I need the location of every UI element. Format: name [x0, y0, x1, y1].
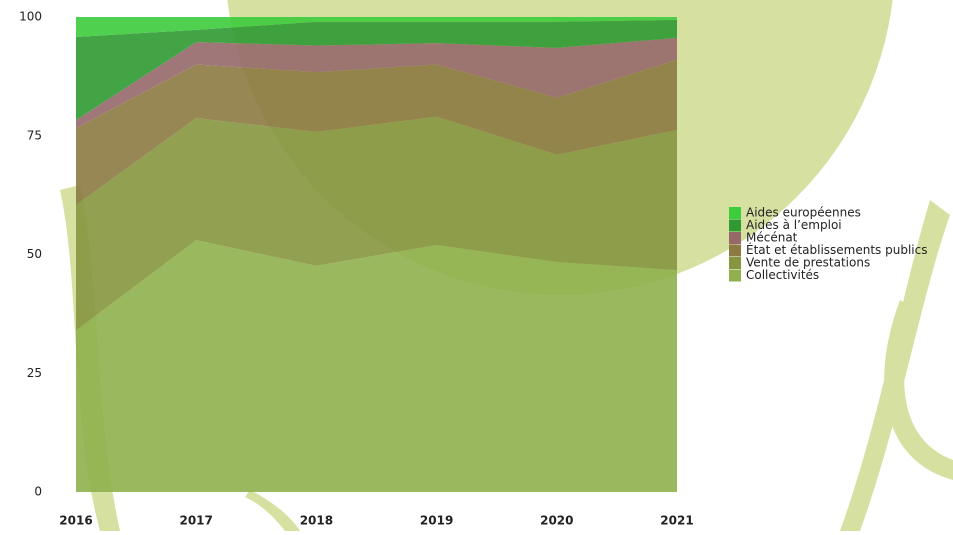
legend-swatch	[729, 244, 741, 257]
legend-swatch	[729, 207, 741, 219]
legend-swatch	[729, 219, 741, 232]
area	[76, 59, 677, 206]
y-tick-label: 25	[27, 366, 42, 380]
y-tick-label: 50	[27, 247, 42, 261]
x-tick-label: 2019	[420, 514, 453, 528]
legend-label: Aides européennes	[746, 206, 861, 220]
legend-label: Collectivités	[746, 268, 819, 282]
x-tick-label: 2021	[660, 514, 693, 528]
plot-area	[76, 17, 677, 492]
legend-label: Vente de prestations	[746, 256, 870, 270]
leaf	[884, 300, 953, 480]
area	[76, 17, 677, 37]
y-tick-label: 0	[34, 485, 42, 499]
area	[76, 19, 677, 121]
area	[76, 116, 677, 331]
legend-swatch	[729, 257, 741, 269]
area	[76, 37, 677, 129]
legend-label: Aides à l’emploi	[746, 218, 842, 232]
leaf	[245, 490, 300, 531]
legend-label: État et établissements publics	[746, 242, 927, 257]
y-tick-label: 75	[27, 128, 42, 142]
x-tick-label: 2016	[59, 514, 92, 528]
legend-swatch	[729, 269, 741, 282]
x-tick-label: 2018	[300, 514, 333, 528]
area	[76, 240, 677, 492]
y-tick-label: 100	[19, 10, 42, 24]
legend-swatch	[729, 232, 741, 244]
legend-label: Mécénat	[746, 231, 798, 245]
x-tick-label: 2017	[179, 514, 212, 528]
x-tick-label: 2020	[540, 514, 573, 528]
